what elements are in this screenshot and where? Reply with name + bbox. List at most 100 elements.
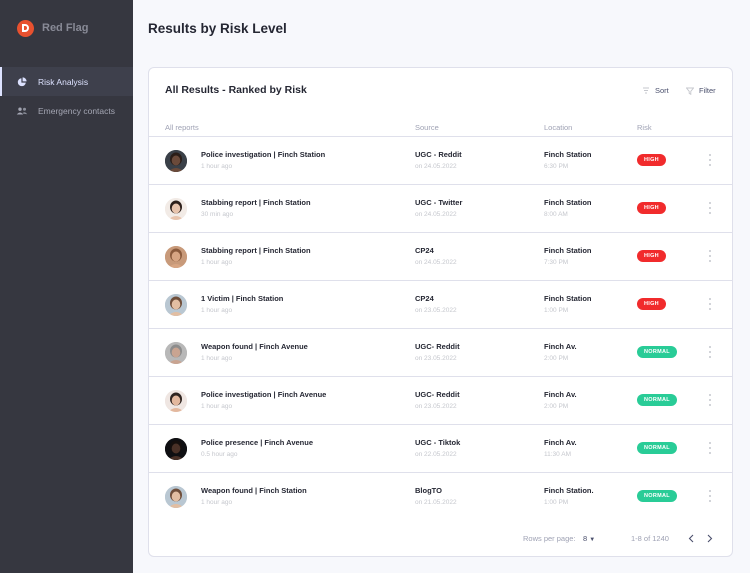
avatar bbox=[165, 198, 187, 220]
previous-page-button[interactable] bbox=[686, 532, 696, 544]
report-age: 1 hour ago bbox=[201, 307, 233, 314]
report-time: 1:00 PM bbox=[544, 307, 569, 314]
report-date: on 24.05.2022 bbox=[415, 211, 457, 218]
report-source: CP24 bbox=[415, 294, 434, 303]
risk-badge: HIGH bbox=[637, 298, 666, 310]
report-location: Finch Station bbox=[544, 150, 592, 159]
report-date: on 24.05.2022 bbox=[415, 163, 457, 170]
more-options-icon[interactable] bbox=[707, 394, 713, 406]
column-header-risk[interactable]: Risk bbox=[637, 123, 652, 132]
risk-badge: NORMAL bbox=[637, 490, 677, 502]
filter-label: Filter bbox=[699, 86, 716, 95]
report-age: 1 hour ago bbox=[201, 355, 233, 362]
table-row[interactable]: 1 Victim | Finch Station 1 hour ago CP24 on… bbox=[149, 280, 732, 328]
report-source: UGC - Reddit bbox=[415, 150, 462, 159]
report-source: UGC- Reddit bbox=[415, 390, 460, 399]
report-title[interactable]: Stabbing report | Finch Station bbox=[201, 246, 311, 255]
report-age: 0.5 hour ago bbox=[201, 451, 238, 458]
filter-button[interactable]: Filter bbox=[686, 86, 716, 95]
rows-per-page-value: 8 bbox=[583, 534, 588, 543]
risk-badge: HIGH bbox=[637, 250, 666, 262]
next-page-button[interactable] bbox=[705, 532, 715, 544]
column-header-location[interactable]: Location bbox=[544, 123, 573, 132]
report-title[interactable]: Police presence | Finch Avenue bbox=[201, 438, 313, 447]
table-row[interactable]: Weapon found | Finch Avenue 1 hour ago UGC… bbox=[149, 328, 732, 376]
report-source: CP24 bbox=[415, 246, 434, 255]
risk-badge: HIGH bbox=[637, 154, 666, 166]
risk-badge: NORMAL bbox=[637, 346, 677, 358]
results-card: All Results - Ranked by Risk Sort Filter… bbox=[148, 67, 733, 557]
report-age: 1 hour ago bbox=[201, 259, 233, 266]
risk-badge: NORMAL bbox=[637, 394, 677, 406]
logo-icon bbox=[17, 19, 34, 37]
avatar bbox=[165, 150, 187, 172]
chevron-right-icon bbox=[707, 534, 713, 542]
sidebar-item-risk-analysis[interactable]: Risk Analysis bbox=[0, 67, 133, 96]
more-options-icon[interactable] bbox=[707, 442, 713, 454]
report-location: Finch Av. bbox=[544, 390, 577, 399]
report-title[interactable]: Police investigation | Finch Avenue bbox=[201, 390, 327, 399]
chevron-down-icon: ▼ bbox=[589, 537, 596, 543]
table-row[interactable]: Stabbing report | Finch Station 1 hour ag… bbox=[149, 232, 732, 280]
chevron-left-icon bbox=[688, 534, 694, 542]
report-age: 1 hour ago bbox=[201, 163, 233, 170]
report-source: UGC- Reddit bbox=[415, 342, 460, 351]
app-name: Red Flag bbox=[42, 22, 89, 34]
table-row[interactable]: Police investigation | Finch Station 1 ho… bbox=[149, 136, 732, 184]
more-options-icon[interactable] bbox=[707, 490, 713, 502]
report-date: on 22.05.2022 bbox=[415, 451, 457, 458]
rows-per-page-label: Rows per page: bbox=[523, 534, 576, 543]
sidebar-item-label: Emergency contacts bbox=[38, 105, 116, 116]
risk-badge: HIGH bbox=[637, 202, 666, 214]
report-time: 7:30 PM bbox=[544, 259, 569, 266]
report-location: Finch Station bbox=[544, 246, 592, 255]
page-title: Results by Risk Level bbox=[148, 21, 287, 36]
more-options-icon[interactable] bbox=[707, 250, 713, 262]
avatar bbox=[165, 246, 187, 268]
report-title[interactable]: Stabbing report | Finch Station bbox=[201, 198, 311, 207]
report-date: on 23.05.2022 bbox=[415, 307, 457, 314]
report-title[interactable]: Weapon found | Finch Station bbox=[201, 486, 307, 495]
report-location: Finch Station bbox=[544, 198, 592, 207]
brand[interactable]: Red Flag bbox=[17, 19, 88, 37]
column-header-reports[interactable]: All reports bbox=[165, 123, 199, 132]
report-date: on 24.05.2022 bbox=[415, 259, 457, 266]
table-row[interactable]: Stabbing report | Finch Station 30 min ag… bbox=[149, 184, 732, 232]
report-location: Finch Av. bbox=[544, 342, 577, 351]
avatar bbox=[165, 342, 187, 364]
report-source: BlogTO bbox=[415, 486, 442, 495]
report-date: on 23.05.2022 bbox=[415, 403, 457, 410]
report-age: 30 min ago bbox=[201, 211, 234, 218]
report-title[interactable]: 1 Victim | Finch Station bbox=[201, 294, 284, 303]
avatar bbox=[165, 438, 187, 460]
card-title: All Results - Ranked by Risk bbox=[165, 84, 307, 96]
report-location: Finch Station bbox=[544, 294, 592, 303]
more-options-icon[interactable] bbox=[707, 154, 713, 166]
report-title[interactable]: Police investigation | Finch Station bbox=[201, 150, 326, 159]
sort-button[interactable]: Sort bbox=[642, 86, 669, 95]
rows-per-page-select[interactable]: 8 ▼ bbox=[583, 534, 595, 543]
report-source: UGC - Tiktok bbox=[415, 438, 461, 447]
pagination-range: 1-8 of 1240 bbox=[631, 534, 669, 543]
report-location: Finch Station. bbox=[544, 486, 594, 495]
avatar bbox=[165, 294, 187, 316]
sidebar: Red Flag Risk Analysis Emergency contact… bbox=[0, 0, 133, 573]
report-age: 1 hour ago bbox=[201, 403, 233, 410]
sort-icon bbox=[643, 87, 649, 93]
table-row[interactable]: Police investigation | Finch Avenue 1 hou… bbox=[149, 376, 732, 424]
filter-icon bbox=[686, 87, 694, 95]
sidebar-item-emergency-contacts[interactable]: Emergency contacts bbox=[0, 96, 133, 125]
pie-chart-icon bbox=[15, 75, 29, 89]
sort-label: Sort bbox=[655, 86, 669, 95]
table-row[interactable]: Police presence | Finch Avenue 0.5 hour a… bbox=[149, 424, 732, 472]
report-date: on 21.05.2022 bbox=[415, 499, 457, 506]
report-title[interactable]: Weapon found | Finch Avenue bbox=[201, 342, 308, 351]
table-row[interactable]: Weapon found | Finch Station 1 hour ago Bl… bbox=[149, 472, 732, 520]
more-options-icon[interactable] bbox=[707, 346, 713, 358]
report-age: 1 hour ago bbox=[201, 499, 233, 506]
more-options-icon[interactable] bbox=[707, 298, 713, 310]
avatar bbox=[165, 486, 187, 508]
report-source: UGC - Twitter bbox=[415, 198, 463, 207]
more-options-icon[interactable] bbox=[707, 202, 713, 214]
column-header-source[interactable]: Source bbox=[415, 123, 439, 132]
